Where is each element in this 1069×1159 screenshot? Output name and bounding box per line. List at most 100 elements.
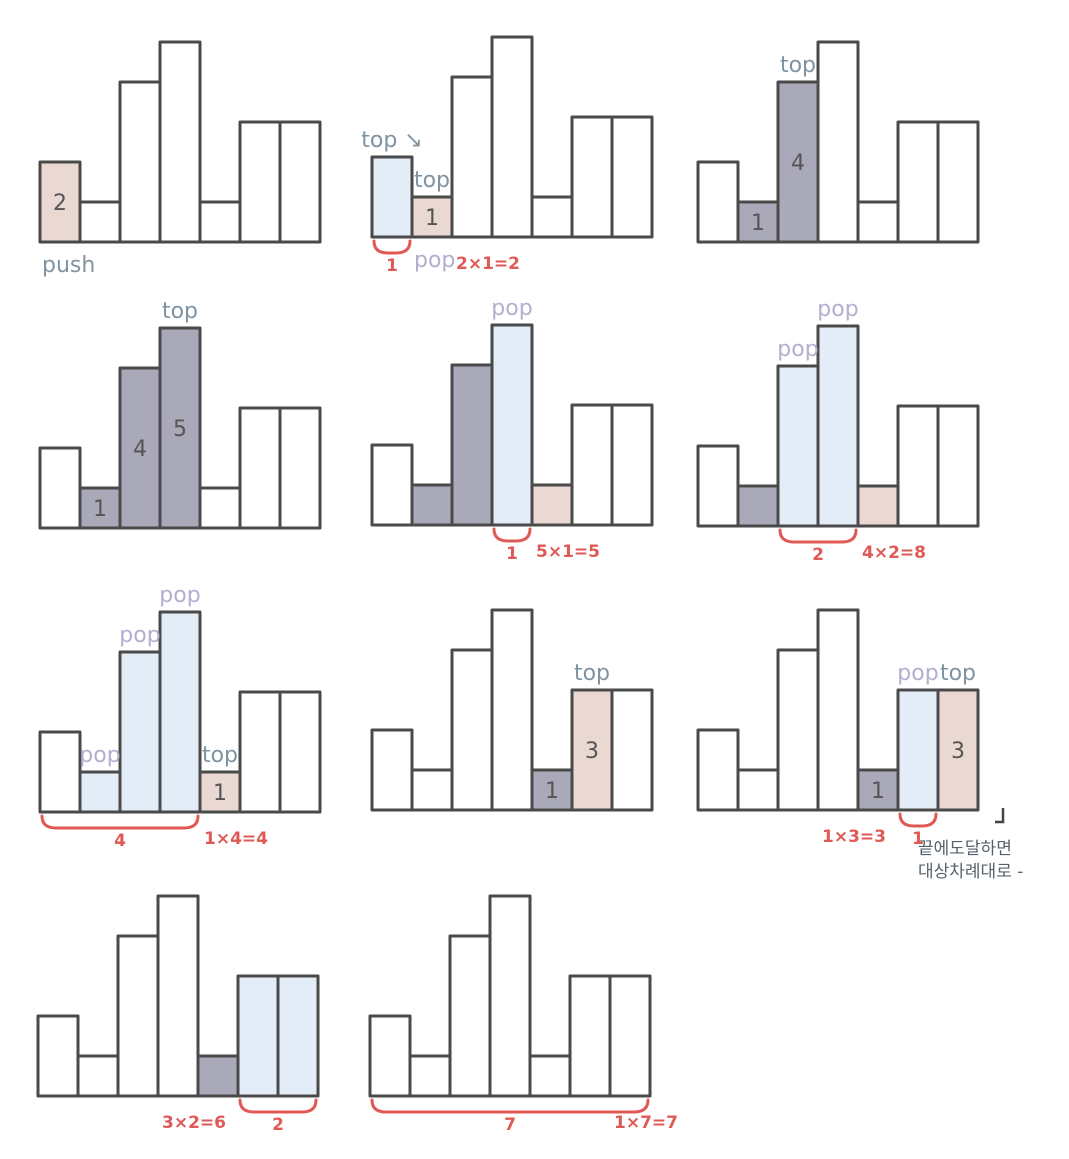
bar-4 — [156, 894, 200, 1098]
area-formula: 1×7=7 — [614, 1113, 678, 1133]
bar-value-label: 1 — [871, 779, 885, 804]
bar-6 — [236, 974, 280, 1098]
end-note: 끝에도달하면 대상차례대로 - — [918, 838, 1023, 884]
bar-value-label: 3 — [585, 739, 599, 764]
pop-label: pop — [777, 337, 818, 362]
bar-5 — [198, 200, 242, 244]
panel-1: 2 push — [38, 40, 322, 278]
bar-value-label: 1 — [213, 781, 227, 806]
width-bracket — [238, 1098, 318, 1114]
top-label: top ↘ — [361, 128, 422, 153]
bar-7 — [278, 690, 322, 814]
bar-7 — [278, 120, 322, 244]
bar-2 — [410, 768, 454, 812]
width-label: 2 — [812, 545, 824, 565]
area-formula: 3×2=6 — [162, 1113, 226, 1133]
width-bracket — [372, 239, 412, 255]
bar-3 — [776, 364, 820, 528]
width-label: 1 — [506, 544, 518, 564]
bar-3 — [776, 648, 820, 812]
bar-4 — [158, 40, 202, 244]
bar-7 — [936, 404, 980, 528]
bar-6 — [570, 403, 614, 527]
bar-7 — [610, 115, 654, 239]
bar-6 — [238, 690, 282, 814]
bar-2 — [736, 484, 780, 528]
bar-2 — [76, 1054, 120, 1098]
pop-label: pop — [897, 661, 938, 686]
bar-5 — [530, 483, 574, 527]
width-bracket — [370, 1098, 650, 1114]
bar-6 — [238, 120, 282, 244]
bar-4 — [490, 608, 534, 812]
bar-2 — [78, 200, 122, 244]
bar-7 — [276, 974, 320, 1098]
bar-1 — [370, 155, 414, 239]
top-label: top — [940, 661, 976, 686]
bar-1 — [370, 443, 414, 527]
bar-2 — [78, 770, 122, 814]
width-bracket — [40, 814, 200, 830]
bar-3 — [450, 648, 494, 812]
bar-7 — [608, 974, 652, 1098]
width-bracket — [778, 528, 858, 544]
bar-4 — [490, 323, 534, 527]
panel-7: 1 pop pop pop top 4 1×4=4 — [38, 583, 322, 851]
bar-value-label: 5 — [173, 417, 187, 442]
bar-1 — [38, 446, 82, 530]
area-formula: 1×3=3 — [822, 827, 886, 847]
bar-5 — [198, 486, 242, 530]
bar-4 — [816, 608, 860, 812]
bar-7 — [278, 406, 322, 530]
pop-label: pop — [79, 743, 120, 768]
bar-4 — [158, 326, 202, 530]
bar-1 — [370, 728, 414, 812]
bar-1 — [696, 728, 740, 812]
bar-6 — [896, 688, 940, 812]
width-label: 2 — [272, 1115, 284, 1135]
pop-label: pop — [491, 296, 532, 321]
bar-5 — [196, 1054, 240, 1098]
bar-2 — [410, 483, 454, 527]
area-formula: 5×1=5 — [536, 542, 600, 562]
bar-7 — [610, 688, 654, 812]
bar-6 — [568, 974, 612, 1098]
bar-value-label: 1 — [93, 497, 107, 522]
width-label: 1 — [386, 256, 398, 276]
panel-6: pop pop 2 4×2=8 — [696, 297, 980, 565]
bar-3 — [116, 934, 160, 1098]
top-label: top — [202, 743, 238, 768]
bar-4 — [488, 894, 532, 1098]
end-note-line-2: 대상차례대로 - — [918, 861, 1024, 882]
bar-2 — [408, 1054, 452, 1098]
width-label: 7 — [504, 1115, 516, 1135]
bar-1 — [696, 444, 740, 528]
top-label: top — [162, 299, 198, 324]
pop-label: pop — [159, 583, 200, 608]
bar-value-label: 2 — [53, 191, 67, 216]
pop-label: pop — [119, 623, 160, 648]
bar-5 — [528, 1054, 572, 1098]
width-label: 1 — [912, 829, 924, 849]
top-label: top — [780, 53, 816, 78]
bar-7 — [610, 403, 654, 527]
panel-5: pop 1 5×1=5 — [370, 296, 654, 564]
bar-5 — [198, 770, 242, 814]
bar-1 — [368, 1014, 412, 1098]
panel-11: 7 1×7=7 — [368, 894, 678, 1135]
bar-4 — [816, 40, 860, 244]
area-formula: 2×1=2 — [456, 254, 520, 274]
bar-1 — [38, 730, 82, 814]
end-marker — [995, 808, 1005, 824]
bar-6 — [896, 120, 940, 244]
panel-3: 1 4 top — [696, 40, 980, 244]
bar-2 — [736, 200, 780, 244]
bar-value-label: 4 — [133, 437, 147, 462]
bar-2 — [736, 768, 780, 812]
bar-3 — [118, 650, 162, 814]
bar-3 — [450, 75, 494, 239]
bar-3 — [118, 80, 162, 244]
area-formula: 4×2=8 — [862, 543, 926, 563]
bar-3 — [448, 934, 492, 1098]
bar-1 — [36, 1014, 80, 1098]
